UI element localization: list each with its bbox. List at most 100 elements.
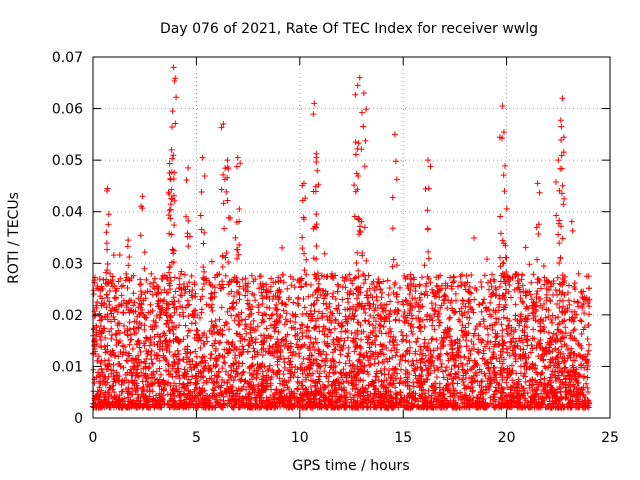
data-point	[130, 290, 137, 297]
data-point	[555, 326, 562, 333]
data-point	[497, 367, 504, 374]
data-point	[481, 323, 488, 330]
data-point	[476, 382, 483, 389]
data-point	[492, 292, 499, 299]
data-point	[473, 404, 480, 411]
data-point	[362, 317, 369, 324]
data-point	[434, 287, 441, 294]
data-point	[502, 296, 509, 303]
data-point	[352, 399, 359, 406]
data-point	[184, 332, 191, 339]
data-point	[295, 302, 302, 309]
data-point	[218, 186, 225, 193]
data-point	[562, 330, 569, 337]
data-point	[286, 344, 293, 351]
data-point	[565, 387, 572, 394]
data-point	[545, 314, 552, 321]
data-point	[495, 316, 502, 323]
data-point	[416, 318, 423, 325]
data-point	[395, 307, 402, 314]
data-point	[416, 384, 423, 391]
data-point	[138, 291, 145, 298]
data-point	[575, 270, 582, 277]
data-point	[360, 271, 367, 278]
data-point	[280, 307, 287, 314]
data-point	[428, 358, 435, 365]
data-point	[123, 274, 130, 281]
data-point	[431, 367, 438, 374]
data-point	[103, 240, 110, 247]
data-point	[311, 379, 318, 386]
data-point	[282, 316, 289, 323]
data-point	[347, 396, 354, 403]
data-point	[147, 280, 154, 287]
data-point	[524, 389, 531, 396]
data-point	[246, 341, 253, 348]
data-point	[357, 351, 364, 358]
data-point	[175, 298, 182, 305]
data-point	[369, 294, 376, 301]
data-point	[509, 347, 516, 354]
data-point	[522, 404, 529, 411]
data-point	[541, 380, 548, 387]
data-point	[116, 302, 123, 309]
data-point	[135, 400, 142, 407]
data-point	[225, 397, 232, 404]
data-point	[142, 338, 149, 345]
data-point	[313, 297, 320, 304]
data-point	[275, 319, 282, 326]
data-point	[385, 329, 392, 336]
data-point	[441, 329, 448, 336]
data-point	[337, 369, 344, 376]
data-point	[433, 282, 440, 289]
data-point	[258, 319, 265, 326]
data-point	[225, 326, 232, 333]
data-point	[367, 303, 374, 310]
data-point	[548, 371, 555, 378]
data-point	[533, 379, 540, 386]
data-point	[478, 402, 485, 409]
data-point	[207, 365, 214, 372]
data-point	[280, 387, 287, 394]
data-point	[503, 393, 510, 400]
data-point	[166, 191, 173, 198]
data-point	[523, 315, 530, 322]
data-point	[236, 393, 243, 400]
data-point	[562, 357, 569, 364]
data-point	[180, 309, 187, 316]
data-point	[313, 159, 320, 166]
data-point	[305, 364, 312, 371]
data-point	[396, 284, 403, 291]
data-point	[115, 377, 122, 384]
data-point	[221, 225, 228, 232]
data-point	[504, 322, 511, 329]
data-point	[407, 281, 414, 288]
data-point	[355, 273, 362, 280]
data-point	[519, 298, 526, 305]
data-point	[201, 229, 208, 236]
data-point	[127, 331, 134, 338]
data-point	[390, 402, 397, 409]
data-point	[135, 394, 142, 401]
data-point	[299, 322, 306, 329]
data-point	[225, 259, 232, 266]
data-point	[354, 186, 361, 193]
data-point	[117, 348, 124, 355]
data-point	[366, 362, 373, 369]
data-point	[407, 307, 414, 314]
data-point	[571, 280, 578, 287]
data-point	[524, 336, 531, 343]
data-point	[138, 369, 145, 376]
data-point	[234, 255, 241, 262]
data-point	[328, 362, 335, 369]
data-point	[104, 294, 111, 301]
data-point	[579, 387, 586, 394]
data-point	[451, 362, 458, 369]
data-point	[199, 332, 206, 339]
data-point	[370, 278, 377, 285]
data-point	[237, 377, 244, 384]
data-point	[370, 301, 377, 308]
data-point	[203, 396, 210, 403]
data-point	[170, 259, 177, 266]
data-point	[169, 108, 176, 115]
